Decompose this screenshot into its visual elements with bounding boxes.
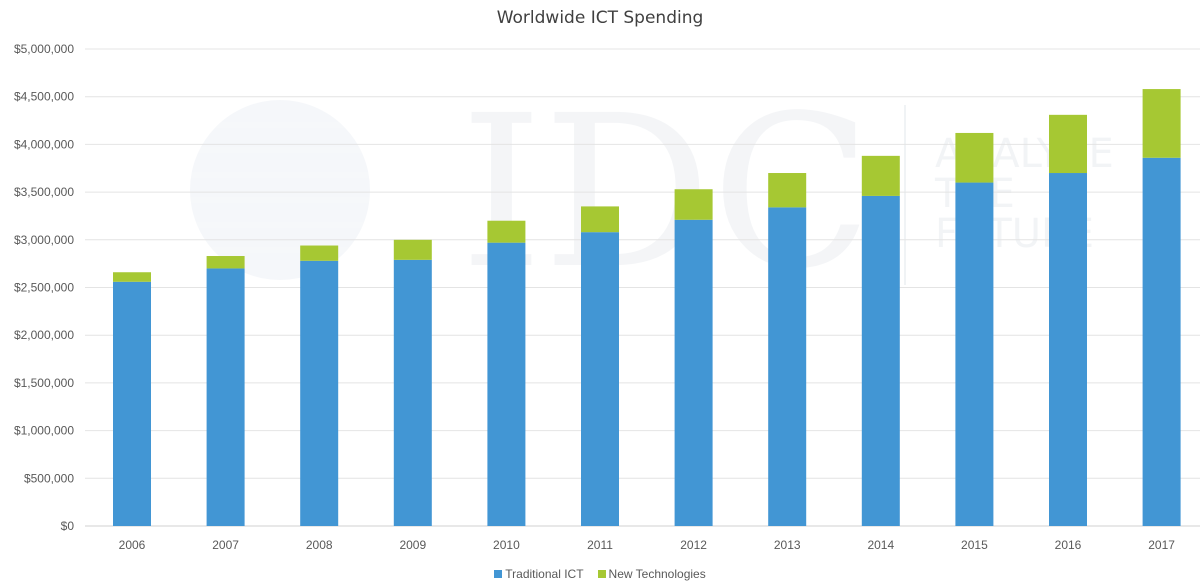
- x-tick-label: 2010: [493, 538, 520, 552]
- bar-new-technologies: [861, 155, 900, 196]
- bar-new-technologies: [674, 189, 713, 220]
- bar-traditional-ict: [1049, 173, 1087, 526]
- y-tick-label: $500,000: [24, 471, 74, 485]
- x-tick-label: 2017: [1148, 538, 1175, 552]
- x-tick-label: 2014: [867, 538, 894, 552]
- y-tick-label: $4,500,000: [14, 90, 74, 104]
- x-tick-label: 2011: [587, 538, 613, 552]
- bar-traditional-ict: [955, 182, 994, 526]
- y-tick-label: $3,000,000: [14, 233, 74, 247]
- bar-new-technologies: [1049, 114, 1087, 174]
- legend-label-traditional-ict: Traditional ICT: [505, 567, 584, 581]
- x-tick-label: 2008: [306, 538, 333, 552]
- bar-traditional-ict: [206, 268, 245, 526]
- y-tick-label: $3,500,000: [14, 185, 74, 199]
- x-tick-label: 2012: [680, 538, 707, 552]
- bar-traditional-ict: [861, 195, 900, 526]
- x-tick-label: 2009: [399, 538, 426, 552]
- bar-new-technologies: [300, 245, 339, 261]
- gridlines: [85, 48, 1200, 527]
- legend-item-new-technologies: New Technologies: [597, 567, 706, 581]
- bar-traditional-ict: [581, 232, 619, 526]
- x-tick-label: 2015: [961, 538, 988, 552]
- legend-item-traditional-ict: Traditional ICT: [494, 567, 584, 581]
- bar-traditional-ict: [300, 260, 339, 526]
- bar-new-technologies: [393, 239, 432, 260]
- bar-new-technologies: [768, 173, 807, 208]
- bars: [113, 89, 1181, 527]
- legend-swatch-traditional-ict: [494, 570, 503, 578]
- x-tick-label: 2006: [119, 538, 146, 552]
- chart-plot: $0 $500,000 $1,000,000 $1,500,000 $2,000,000…: [14, 42, 1200, 552]
- y-axis-ticks: $0 $500,000 $1,000,000 $1,500,000 $2,000,000…: [14, 42, 74, 533]
- y-tick-label: $2,500,000: [14, 281, 74, 295]
- y-tick-label: $1,500,000: [14, 376, 74, 390]
- x-tick-label: 2013: [774, 538, 801, 552]
- legend-swatch-new-technologies: [597, 570, 606, 578]
- bar-new-technologies: [581, 206, 619, 233]
- y-tick-label: $2,000,000: [14, 328, 74, 342]
- y-tick-label: $1,000,000: [14, 424, 74, 438]
- bar-traditional-ict: [487, 242, 526, 527]
- y-tick-label: $5,000,000: [14, 42, 74, 56]
- y-tick-label: $0: [61, 519, 75, 533]
- legend-label-new-technologies: New Technologies: [608, 567, 706, 581]
- chart-title: Worldwide ICT Spending: [496, 8, 704, 28]
- bar-new-technologies: [955, 132, 994, 183]
- bar-new-technologies: [487, 220, 526, 243]
- bar-new-technologies: [206, 256, 245, 269]
- bar-traditional-ict: [113, 281, 151, 526]
- legend: Traditional ICT New Technologies: [0, 567, 1200, 581]
- x-tick-label: 2007: [212, 538, 239, 552]
- x-tick-label: 2016: [1055, 538, 1082, 552]
- bar-new-technologies: [1142, 89, 1181, 158]
- bar-traditional-ict: [674, 219, 713, 527]
- x-axis-ticks: 2006 2007 2008 2009 2010 2011 2012 2013 2014 2015…: [119, 538, 1176, 552]
- bar-traditional-ict: [768, 207, 807, 526]
- bar-new-technologies: [113, 272, 151, 282]
- bar-traditional-ict: [1142, 157, 1181, 527]
- y-tick-label: $4,000,000: [14, 137, 74, 151]
- bar-traditional-ict: [393, 259, 432, 526]
